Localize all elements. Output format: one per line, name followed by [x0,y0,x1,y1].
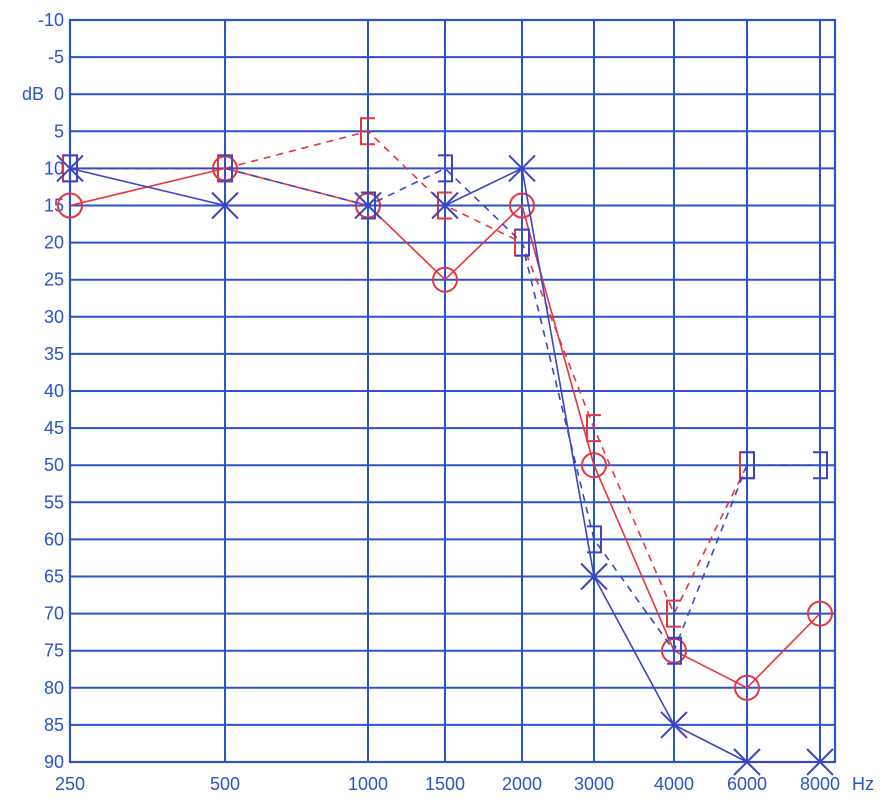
y-tick-label: 25 [44,270,64,290]
y-tick-label: 10 [44,158,64,178]
x-tick-label: 500 [210,774,240,794]
y-unit-label: dB [22,84,44,104]
data-point-circle [432,266,458,293]
data-point-bracket-right [438,154,453,183]
y-tick-label: -5 [48,47,64,67]
y-tick-label: 85 [44,715,64,735]
series-line [70,130,748,615]
data-point-circle [57,192,83,219]
data-point-cross [580,562,608,591]
y-tick-label: 55 [44,492,64,512]
y-tick-label: 20 [44,233,64,253]
x-tick-label: 6000 [727,774,767,794]
data-point-cross [431,191,459,220]
data-point-bracket-right [63,154,78,183]
y-tick-label: 0 [54,84,64,104]
data-point-bracket-right [218,154,233,183]
series-line [69,167,821,689]
y-tick-label: 90 [44,752,64,772]
data-point-bracket-right [667,636,682,665]
x-tick-label: 2000 [502,774,542,794]
x-tick-label: 8000 [800,774,840,794]
data-point-cross [211,191,239,220]
x-tick-label: 3000 [574,774,614,794]
grid [68,18,837,764]
y-tick-label: -10 [38,10,64,30]
data-point-bracket-right [587,525,602,554]
y-tick-label: 60 [44,529,64,549]
data-point-bracket-right [361,191,376,220]
series-3 [56,154,834,776]
data-point-cross [806,748,834,776]
data-point-bracket-left [586,414,601,443]
data-point-bracket-right [813,451,828,480]
y-tick-label: 30 [44,307,64,327]
data-point-circle [581,452,607,479]
y-tick-label: 40 [44,381,64,401]
y-tick-label: 35 [44,344,64,364]
series-2 [62,117,754,628]
y-tick-label: 65 [44,567,64,587]
data-point-bracket-left [666,599,681,628]
series-line [70,167,820,652]
y-tick-label: 70 [44,604,64,624]
series-4 [63,154,828,665]
data-point-circle [734,674,760,701]
data-point-circle [509,192,535,219]
y-tick-label: 5 [54,121,64,141]
x-tick-label: 1000 [348,774,388,794]
y-tick-label: 50 [44,455,64,475]
data-point-bracket-right [515,228,530,257]
data-point-cross [733,748,761,776]
x-tick-label: 1500 [425,774,465,794]
x-tick-label: 4000 [654,774,694,794]
y-tick-label: 75 [44,641,64,661]
y-tick-label: 45 [44,418,64,438]
x-unit-label: Hz [852,774,874,794]
x-tick-label: 250 [55,774,85,794]
y-tick-label: 80 [44,678,64,698]
data-point-bracket-right [740,451,755,480]
data-point-cross [508,154,536,183]
data-point-cross [660,711,688,739]
data-point-bracket-left [360,117,375,146]
data-point-circle [807,600,833,627]
